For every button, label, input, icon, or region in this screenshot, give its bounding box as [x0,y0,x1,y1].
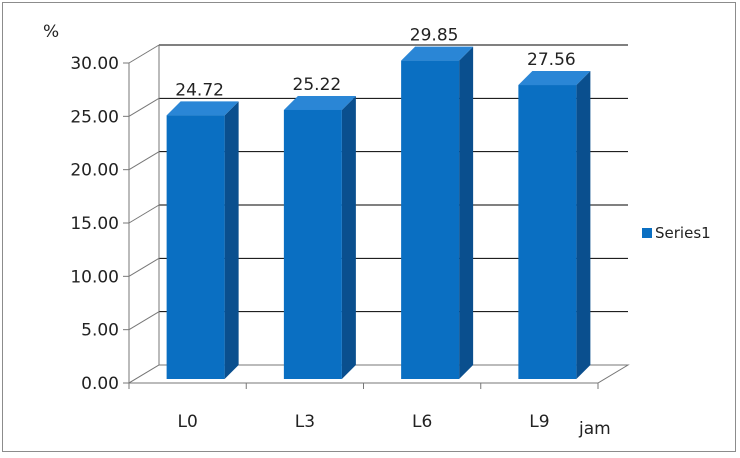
bars [166,46,591,379]
bar [518,85,577,379]
bar-side [341,95,356,379]
bar-side [576,71,591,379]
bar-top [283,95,356,110]
chart-frame: 0.00 5.00 10.00 15.00 20.00 25.00 30.00 L0 24.72… [2,2,736,452]
bar [166,115,225,379]
legend-label: Series1 [655,224,711,242]
legend-swatch [642,228,652,238]
gridline-side [128,97,160,117]
floor [127,364,630,384]
y-tick-label: 0.00 [81,374,119,394]
x-axis-title: jam [578,419,611,439]
data-label: 25.22 [293,75,342,95]
y-tick-label: 25.00 [70,107,119,127]
bar [401,60,460,379]
data-label: 29.85 [410,26,459,46]
x-tick-label: L3 [295,412,315,432]
bar [283,109,342,379]
gridline-side [128,151,160,171]
axes [123,45,630,389]
bar-side [459,46,474,379]
y-tick-label: 5.00 [81,321,119,341]
y-tick-label: 15.00 [70,214,119,234]
data-label: 24.72 [175,80,224,100]
data-label: 27.56 [527,50,576,70]
x-tick-label: L6 [412,412,432,432]
gridline-side [128,311,160,331]
y-tick-label: 10.00 [70,267,119,287]
bar-top [518,71,591,86]
y-axis-title: % [43,22,59,42]
x-tick-label: L0 [177,412,197,432]
gridline-side [128,44,160,64]
y-tick-label: 30.00 [70,54,119,74]
bar-top [401,46,474,61]
bar-top [166,101,239,116]
gridline-side [128,257,160,277]
bar-side [224,101,239,379]
labels: 0.00 5.00 10.00 15.00 20.00 25.00 30.00 L0 24.72… [70,26,575,432]
y-tick-label: 20.00 [70,161,119,181]
bar-chart: 0.00 5.00 10.00 15.00 20.00 25.00 30.00 L0 24.72… [43,22,711,439]
gridline-side [128,204,160,224]
x-tick-label: L9 [529,412,549,432]
legend: Series1 [642,224,711,242]
